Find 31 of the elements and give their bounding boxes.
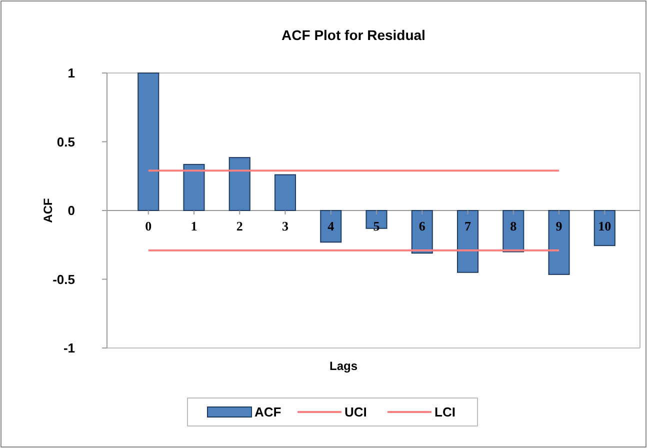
x-tick-label: 8: [510, 218, 518, 234]
bar: [183, 164, 205, 211]
y-tick-label: 0.5: [56, 134, 75, 150]
bar: [228, 157, 250, 211]
bar: [411, 210, 433, 254]
x-tick-label: 1: [190, 218, 198, 234]
x-tick-label: 0: [145, 218, 152, 234]
x-tick-label: 3: [282, 218, 289, 234]
y-tick-label: -0.5: [52, 272, 75, 287]
x-tick-label: 7: [464, 218, 472, 234]
x-tick-label: 4: [328, 218, 335, 234]
y-tick-label: 1: [68, 66, 75, 81]
y-tick-label: 0: [68, 203, 75, 218]
bar: [138, 72, 160, 211]
bar: [456, 210, 479, 273]
x-tick-label: 10: [598, 218, 612, 234]
bar: [502, 210, 524, 252]
legend-label: LCI: [434, 404, 456, 420]
bar: [320, 210, 342, 243]
y-tick-label: -1: [63, 340, 75, 356]
x-tick-label: 9: [556, 218, 563, 234]
legend-label: UCI: [344, 404, 367, 420]
y-axis-title: ACF: [41, 198, 55, 223]
x-tick-label: 6: [418, 218, 426, 234]
chart-title: ACF Plot for Residual: [282, 27, 426, 43]
bar: [548, 210, 570, 275]
bar: [594, 210, 616, 246]
bar: [274, 174, 296, 211]
x-axis-title: Lags: [329, 359, 358, 373]
legend-label: ACF: [254, 404, 282, 420]
x-tick-label: 2: [236, 218, 243, 234]
